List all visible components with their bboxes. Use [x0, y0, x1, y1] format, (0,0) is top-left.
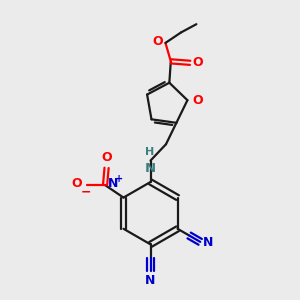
Text: N: N — [145, 162, 156, 175]
Text: O: O — [192, 94, 202, 107]
Text: N: N — [145, 274, 156, 287]
Text: O: O — [193, 56, 203, 69]
Text: O: O — [72, 177, 83, 190]
Text: −: − — [81, 185, 92, 198]
Text: H: H — [145, 147, 154, 157]
Text: O: O — [101, 151, 112, 164]
Text: +: + — [116, 174, 124, 184]
Text: N: N — [203, 236, 214, 249]
Text: O: O — [152, 35, 163, 48]
Text: N: N — [107, 177, 118, 190]
